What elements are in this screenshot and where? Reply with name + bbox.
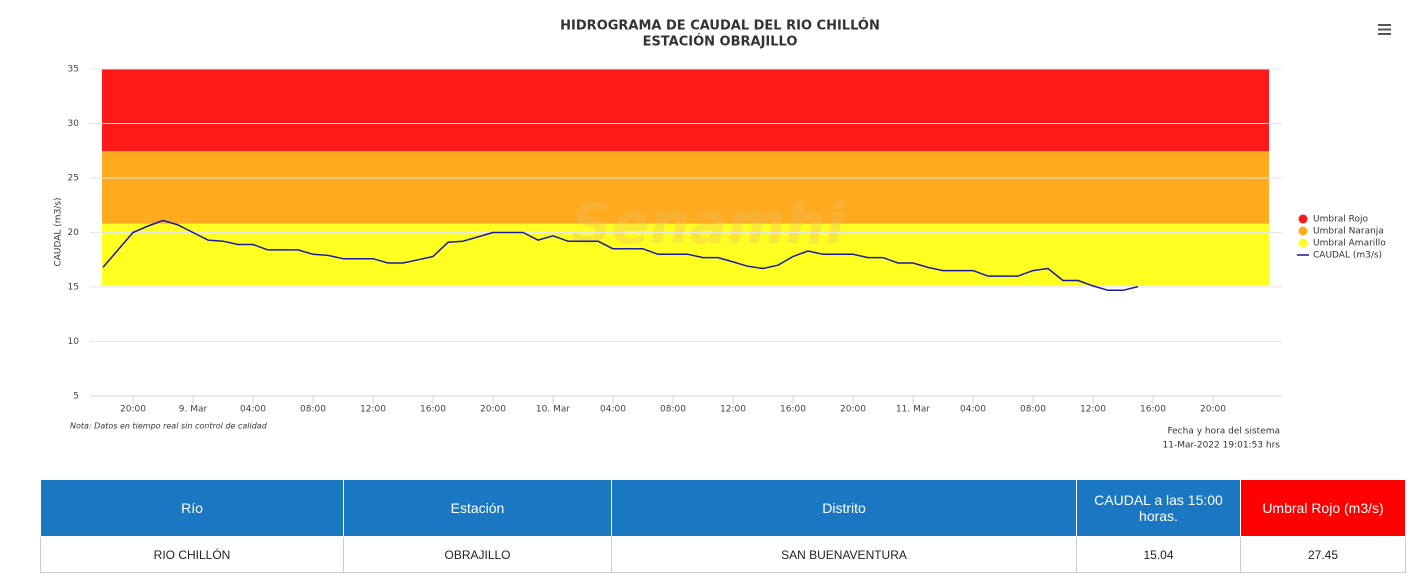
menu-button[interactable] (1378, 24, 1391, 35)
x-tick-label: 11. Mar (896, 405, 930, 415)
cell: OBRAJILLO (343, 536, 612, 573)
y-tick-label: 5 (73, 392, 79, 402)
credits: 11-Mar-2022 19:01:53 hrs (1163, 441, 1281, 451)
legend-marker (1298, 226, 1308, 236)
y-tick-label: 25 (68, 174, 79, 184)
y-tick-label: 10 (68, 337, 80, 347)
header-cell: Estación (343, 479, 612, 537)
y-axis-label: CAUDAL (m3/s) (54, 197, 64, 266)
header-cell: Río (40, 479, 344, 537)
credits: Fecha y hora del sistema (1167, 427, 1280, 437)
x-tick-label: 04:00 (960, 405, 986, 415)
chart: HIDROGRAMA DE CAUDAL DEL RIO CHILLÓN EST… (54, 18, 1391, 451)
y-tick-label: 30 (68, 119, 80, 129)
header-cell: CAUDAL a las 15:00 horas. (1076, 479, 1241, 537)
cell: RIO CHILLÓN (40, 536, 344, 573)
y-tick-label: 35 (68, 65, 79, 75)
x-tick-label: 08:00 (1020, 405, 1046, 415)
x-tick-label: 10. Mar (536, 405, 570, 415)
legend-marker (1298, 214, 1308, 224)
x-tick-label: 04:00 (600, 405, 626, 415)
chart-subtitle: ESTACIÓN OBRAJILLO (643, 34, 798, 50)
x-tick-label: 04:00 (240, 405, 266, 415)
menu-bar[interactable] (1378, 28, 1391, 31)
legend-label: Umbral Rojo (1313, 215, 1369, 225)
x-tick-label: 16:00 (420, 405, 446, 415)
y-tick-label: 15 (68, 283, 79, 293)
menu-bar[interactable] (1378, 33, 1391, 35)
y-tick-label: 20 (68, 228, 80, 238)
cell: 27.45 (1240, 536, 1406, 573)
x-tick-label: 12:00 (720, 405, 746, 415)
x-tick-label: 12:00 (1080, 405, 1106, 415)
data-line (102, 219, 1139, 292)
header-cell: Umbral Rojo (m3/s) (1240, 479, 1406, 537)
x-tick-label: 20:00 (480, 405, 506, 415)
x-tick-label: 16:00 (780, 405, 806, 415)
legend-label: Umbral Amarillo (1313, 239, 1386, 249)
legend-label: CAUDAL (m3/s) (1313, 251, 1382, 261)
cell: 15.04 (1076, 536, 1241, 573)
x-tick-label: 9. Mar (179, 405, 208, 415)
header-cell: Distrito (611, 479, 1077, 537)
x-tick-label: 16:00 (1140, 405, 1166, 415)
table-row: RIO CHILLÓN OBRAJILLO SAN BUENAVENTURA 1… (40, 536, 1406, 573)
data-table: Río Estación Distrito CAUDAL a las 15:00… (40, 479, 1406, 573)
chart-title: HIDROGRAMA DE CAUDAL DEL RIO CHILLÓN (560, 18, 880, 34)
x-tick-label: 08:00 (660, 405, 686, 415)
legend-label: Umbral Naranja (1313, 227, 1384, 237)
menu-bar[interactable] (1378, 24, 1391, 26)
table-header: Río Estación Distrito CAUDAL a las 15:00… (40, 479, 1406, 537)
watermark: Senamhi (571, 192, 845, 257)
x-tick-label: 20:00 (1200, 405, 1226, 415)
threshold-band (102, 69, 1269, 152)
threshold-band (102, 151, 1269, 224)
cell: SAN BUENAVENTURA (611, 536, 1077, 573)
x-tick-label: 20:00 (120, 405, 146, 415)
x-tick-label: 08:00 (300, 405, 326, 415)
x-tick-label: 12:00 (360, 405, 386, 415)
note: Nota: Datos en tiempo real sin control d… (70, 422, 268, 431)
x-tick-label: 20:00 (840, 405, 866, 415)
legend-marker (1298, 238, 1308, 248)
